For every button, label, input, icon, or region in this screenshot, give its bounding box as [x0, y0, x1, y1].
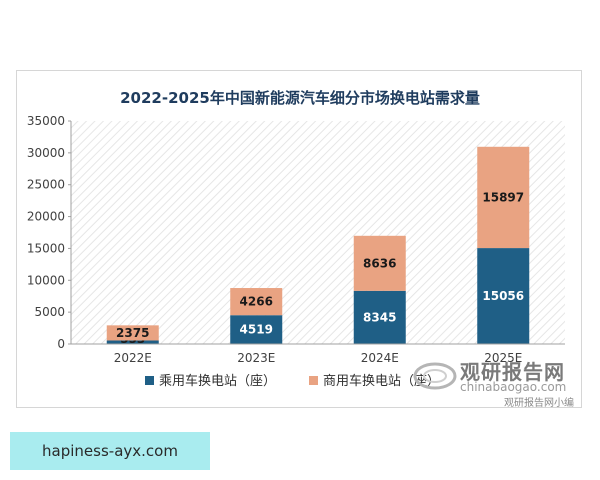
legend-label: 乘用车换电站（座） [159, 373, 276, 389]
bar-data-label: 4519 [240, 323, 273, 337]
bar-data-label: 2375 [116, 326, 149, 340]
x-category-label: 2023E [237, 351, 275, 365]
site-banner: hapiness-ayx.com [10, 432, 210, 470]
watermark-swirl-icon [413, 362, 457, 390]
bar-segment-series-1 [106, 325, 159, 341]
y-tick-label: 30000 [27, 146, 65, 160]
watermark-site: chinabaogao.com [460, 380, 567, 394]
bar-data-label: 8345 [363, 310, 396, 324]
chart-frame: 2022-2025年中国新能源汽车细分市场换电站需求量 553237545194… [16, 70, 582, 408]
chart-title: 2022-2025年中国新能源汽车细分市场换电站需求量 [120, 89, 480, 107]
bar-segment-series-0 [353, 290, 406, 344]
watermark-name: 观研报告网 [460, 360, 565, 384]
y-tick-label: 35000 [27, 114, 65, 128]
y-tick-label: 5000 [34, 305, 65, 319]
x-category-label: 2025E [484, 351, 522, 365]
watermark-logo: 观研报告网 chinabaogao.com 观研报告网小编 [412, 356, 582, 416]
bar-segment-series-1 [353, 235, 406, 291]
y-tick-label: 25000 [27, 178, 65, 192]
y-tick-label: 0 [57, 337, 65, 351]
bar-data-label: 8636 [363, 256, 396, 270]
legend-label: 商用车换电站（座） [323, 373, 440, 389]
y-tick-label: 15000 [27, 241, 65, 255]
legend-swatch [145, 376, 154, 385]
watermark-extra: 观研报告网小编 [504, 398, 574, 409]
bar-segment-series-0 [230, 315, 283, 344]
y-tick-label: 20000 [27, 210, 65, 224]
x-category-label: 2024E [361, 351, 399, 365]
bar-segment-series-0 [106, 340, 159, 344]
bar-segment-series-1 [230, 288, 283, 316]
bar-segment-series-1 [477, 146, 530, 249]
legend-swatch [309, 376, 318, 385]
x-category-label: 2022E [114, 351, 152, 365]
bar-segment-series-0 [477, 248, 530, 344]
y-tick-label: 10000 [27, 273, 65, 287]
bar-data-label: 15056 [482, 289, 524, 303]
stacked-bar-chart: 2022-2025年中国新能源汽车细分市场换电站需求量 553237545194… [27, 89, 565, 389]
bar-data-label: 15897 [482, 190, 524, 204]
bar-data-label: 4266 [240, 295, 273, 309]
